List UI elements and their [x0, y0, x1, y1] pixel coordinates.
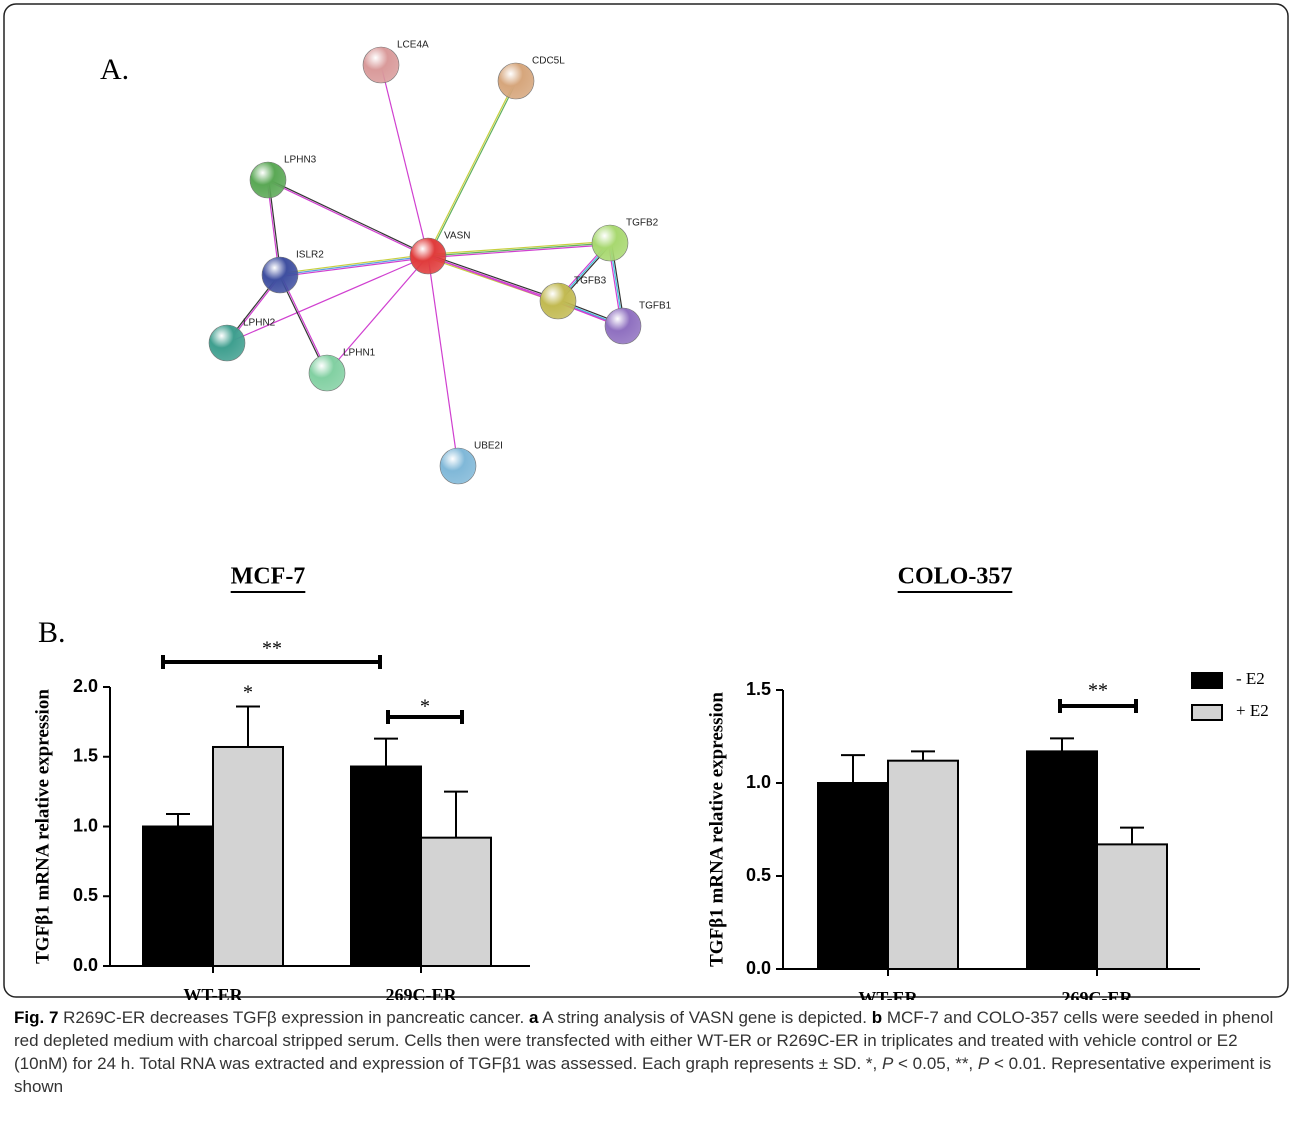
x-tick-label: 269C-ER — [386, 985, 458, 1000]
network: LCE4A CDC5L LPHN3 VASN TGFB2 ISLR2 TGFB3 TGFB1 L… — [209, 40, 672, 484]
significance-label: ** — [262, 638, 282, 660]
network-edge — [429, 81, 517, 256]
caption-text: P — [978, 1054, 989, 1073]
network-edge — [427, 81, 515, 256]
y-axis-label: TGFβ1 mRNA relative expression — [706, 692, 727, 967]
network-node — [540, 283, 576, 319]
node-label: LPHN3 — [284, 155, 317, 166]
network-node — [498, 63, 534, 99]
network-edge — [429, 254, 559, 299]
figure: A. LCE4A CDC5L LPHN3 VASN TGFB2 ISLR2 TGFB3 TGF… — [0, 0, 1292, 1000]
y-tick-label: 1.5 — [746, 679, 771, 699]
caption-text: Fig. 7 — [14, 1008, 58, 1027]
significance-label: ** — [1088, 680, 1108, 702]
significance-label: * — [243, 682, 253, 704]
node-label: TGFB2 — [626, 218, 659, 229]
node-label: LCE4A — [397, 40, 429, 51]
y-tick-label: 0.0 — [73, 955, 98, 975]
network-edge — [428, 243, 610, 256]
legend-swatch — [1192, 673, 1222, 688]
network-node — [250, 162, 286, 198]
bar — [143, 827, 213, 967]
network-edge — [381, 65, 428, 256]
y-tick-label: 1.5 — [73, 746, 98, 766]
legend-swatch — [1192, 705, 1222, 720]
bar — [213, 747, 283, 966]
significance-label: * — [420, 696, 430, 718]
node-label: TGFB3 — [574, 276, 607, 287]
network-node — [605, 308, 641, 344]
chart-title: MCF-7 — [231, 564, 306, 590]
legend-label: - E2 — [1236, 669, 1265, 688]
network-edge — [268, 181, 428, 257]
y-tick-label: 0.5 — [746, 865, 771, 885]
node-label: VASN — [444, 231, 471, 242]
x-tick-label: 269C-ER — [1062, 988, 1134, 1000]
network-node — [592, 225, 628, 261]
y-tick-label: 1.0 — [73, 815, 98, 835]
node-label: LPHN1 — [343, 348, 376, 359]
caption-text: b — [872, 1008, 882, 1027]
y-tick-label: 0.0 — [746, 958, 771, 978]
bar — [421, 838, 491, 966]
x-tick-label: WT-ER — [183, 985, 243, 1000]
caption-text: A string analysis of VASN gene is depict… — [538, 1008, 871, 1027]
network-node — [309, 355, 345, 391]
node-label: UBE2I — [474, 441, 503, 452]
y-tick-label: 0.5 — [73, 885, 98, 905]
bar — [1097, 844, 1167, 969]
network-node — [363, 47, 399, 83]
bar — [1027, 751, 1097, 969]
network-node — [410, 238, 446, 274]
caption: Fig. 7 R269C-ER decreases TGFβ expressio… — [14, 1006, 1276, 1098]
y-tick-label: 1.0 — [746, 772, 771, 792]
x-tick-label: WT-ER — [858, 988, 918, 1000]
panel-label: B. — [38, 616, 66, 649]
bar — [818, 783, 888, 969]
network-edge — [428, 241, 610, 254]
network-node — [440, 448, 476, 484]
network-edge — [268, 179, 428, 255]
network-node — [262, 257, 298, 293]
panel-label: A. — [100, 53, 129, 86]
caption-text: P — [882, 1054, 893, 1073]
network-edge — [428, 245, 610, 258]
node-label: TGFB1 — [639, 301, 672, 312]
bar — [351, 767, 421, 966]
y-axis-label: TGFβ1 mRNA relative expression — [32, 689, 53, 964]
node-label: CDC5L — [532, 56, 565, 67]
chart-title: COLO-357 — [898, 564, 1013, 590]
y-tick-label: 2.0 — [73, 676, 98, 696]
caption-text: R269C-ER decreases TGFβ expression in pa… — [58, 1008, 529, 1027]
network-edge — [428, 256, 623, 326]
legend-label: + E2 — [1236, 701, 1269, 720]
network-node — [209, 325, 245, 361]
page: A. LCE4A CDC5L LPHN3 VASN TGFB2 ISLR2 TGFB3 TGF… — [0, 0, 1292, 1128]
node-label: ISLR2 — [296, 250, 324, 261]
node-label: LPHN2 — [243, 318, 276, 329]
caption-text: < 0.05, **, — [893, 1054, 978, 1073]
bar — [888, 761, 958, 969]
network-edge — [428, 256, 458, 466]
